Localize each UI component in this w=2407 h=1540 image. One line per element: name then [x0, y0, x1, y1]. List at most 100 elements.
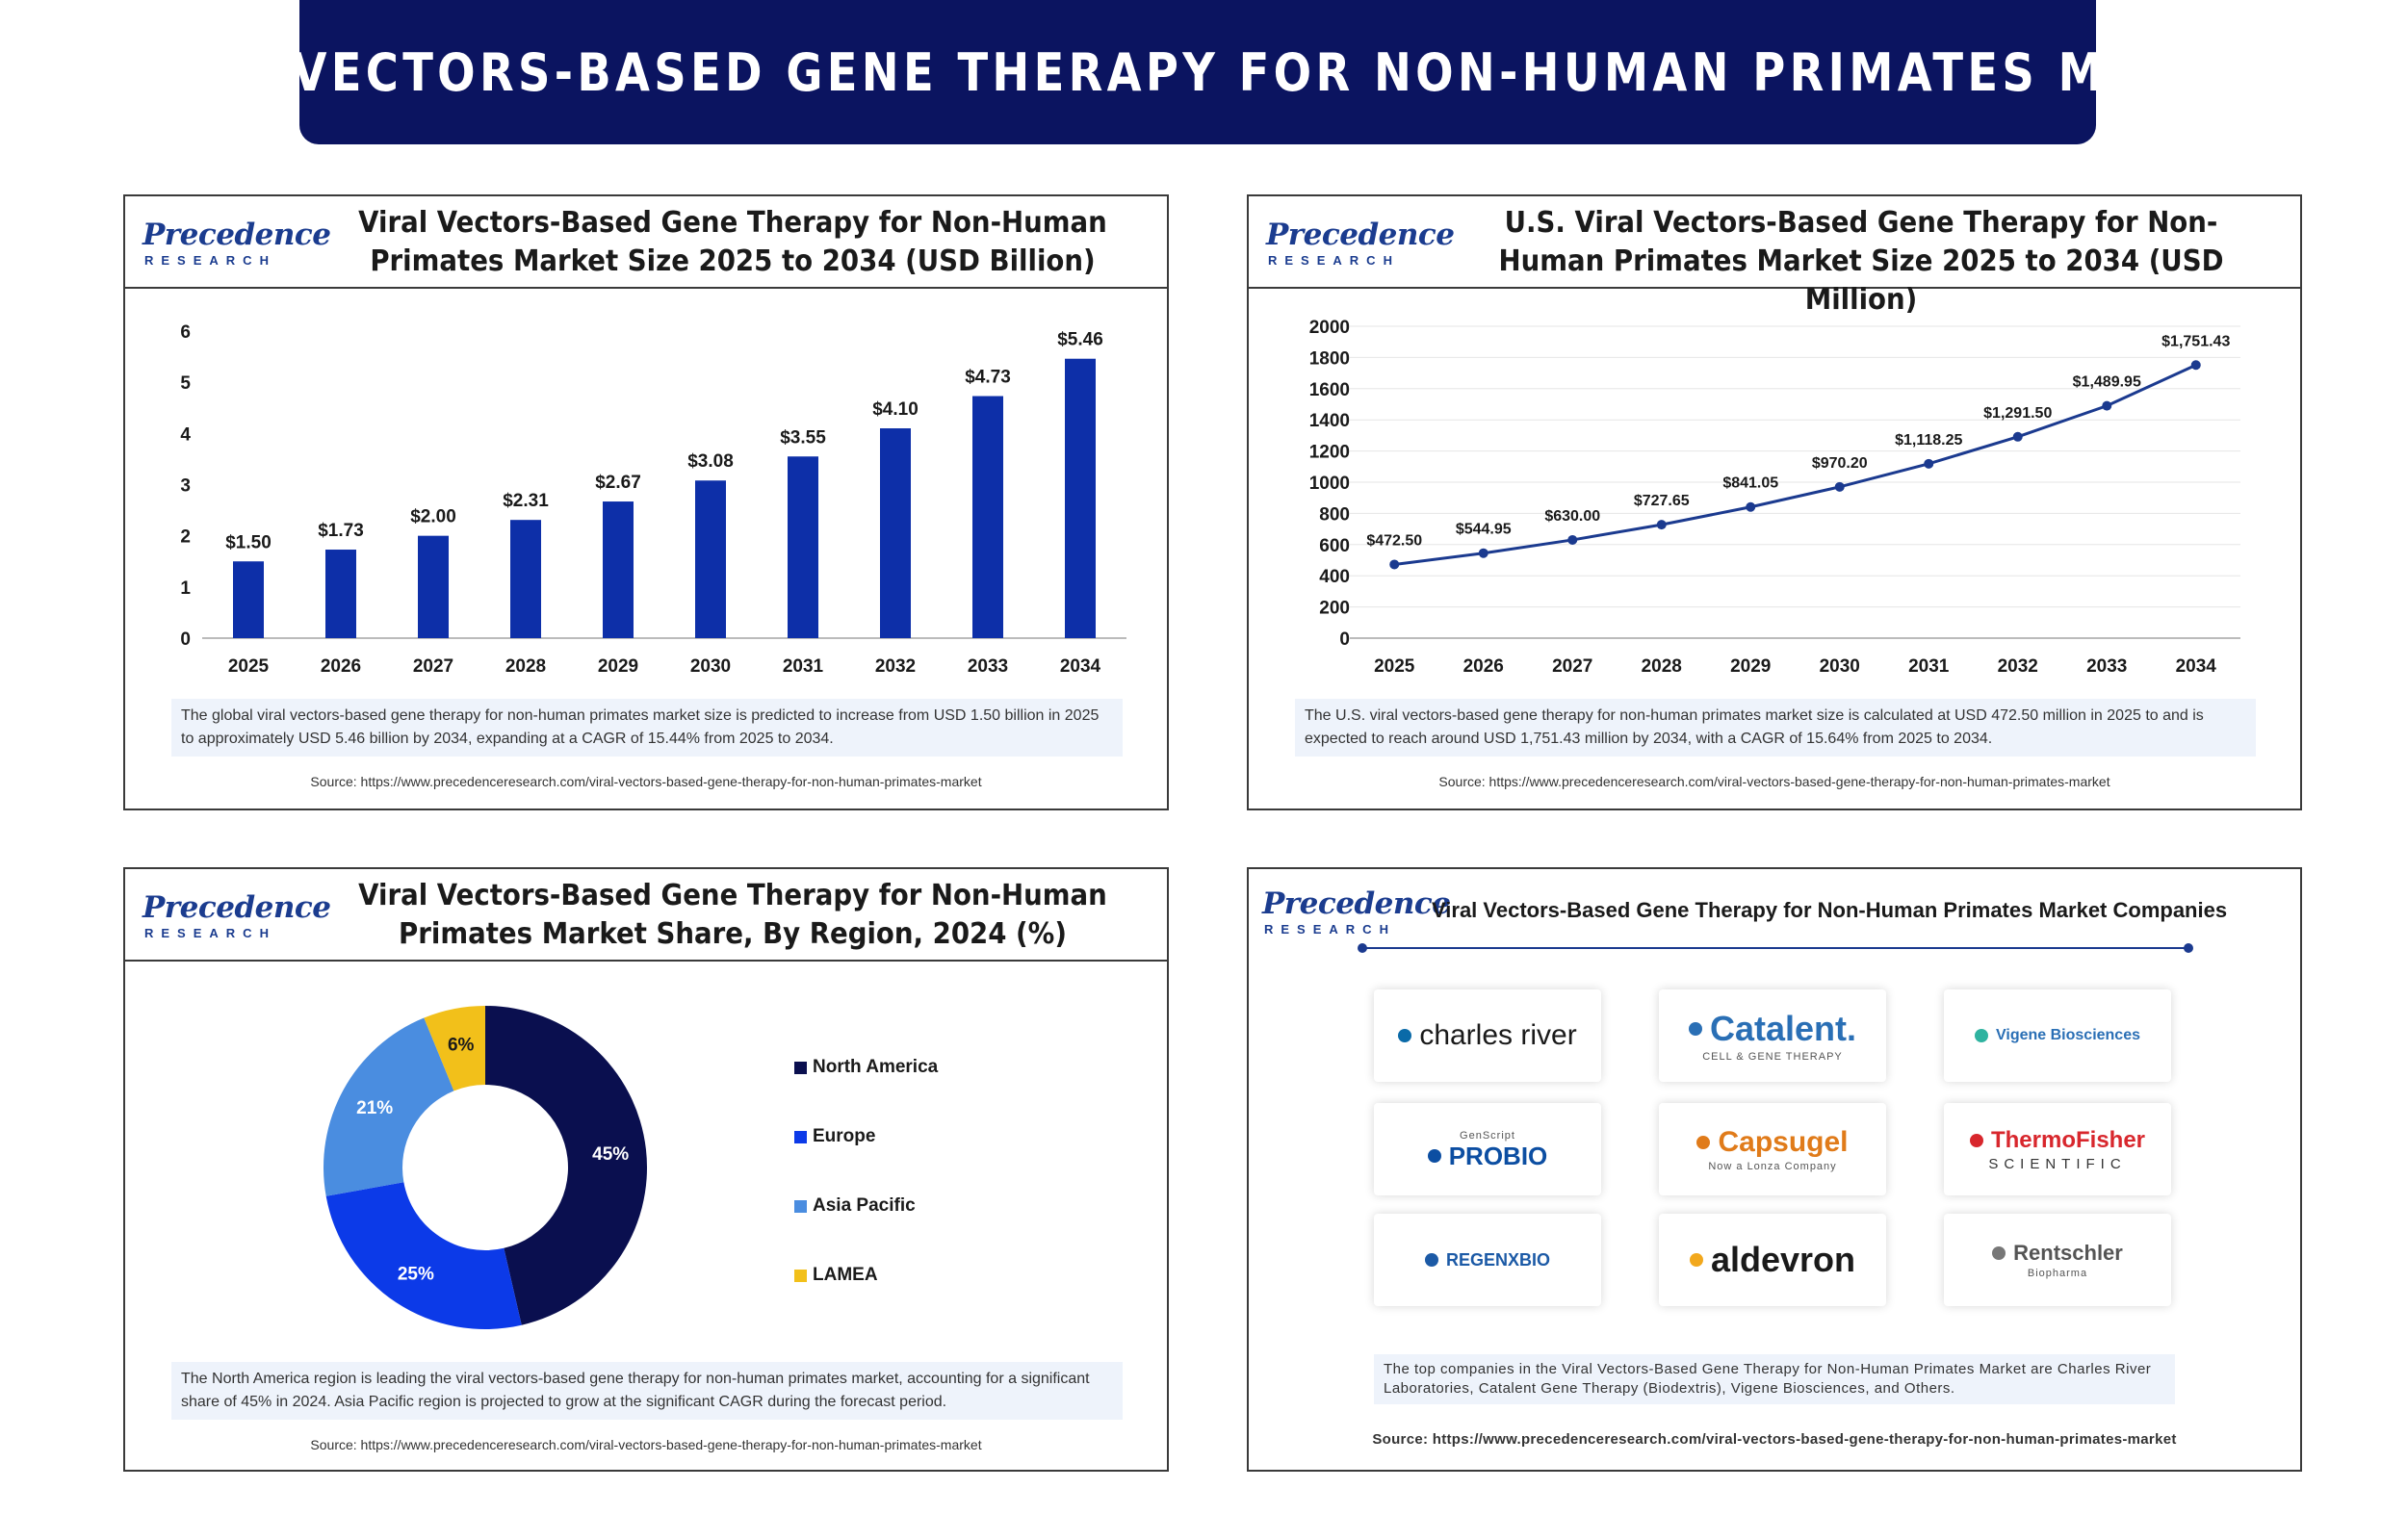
company-logo-card: Rentschler Biopharma — [1944, 1214, 2171, 1306]
bar-value-label: $3.08 — [687, 451, 734, 472]
bar — [233, 561, 264, 638]
bar-value-label: $1.50 — [225, 532, 272, 552]
y-tick-label: 1 — [180, 578, 191, 599]
panel-description: The global viral vectors-based gene ther… — [171, 699, 1123, 757]
panel-description: The North America region is leading the … — [171, 1362, 1123, 1420]
source-text: Source: https://www.precedenceresearch.c… — [310, 774, 982, 789]
donut-chart: 45% 25% 21% 6% — [324, 1006, 647, 1329]
x-tick-label: 2032 — [875, 656, 916, 677]
donut-slice — [485, 1006, 647, 1325]
x-tick-label: 2025 — [228, 656, 270, 677]
bar — [695, 480, 726, 638]
point-value-label: $1,751.43 — [2161, 333, 2230, 349]
y-tick-label: 200 — [1319, 599, 1350, 619]
data-point — [1656, 520, 1667, 530]
x-tick-label: 2028 — [1642, 656, 1682, 677]
legend-swatch — [794, 1061, 807, 1074]
panel-description: The top companies in the Viral Vectors-B… — [1374, 1354, 2175, 1404]
source-text: Source: https://www.precedenceresearch.c… — [1372, 1431, 2177, 1448]
legend-item: LAMEA — [794, 1241, 938, 1310]
y-tick-label: 800 — [1319, 504, 1350, 525]
point-value-label: $1,291.50 — [1983, 405, 2052, 422]
data-point — [1746, 501, 1756, 512]
y-tick-label: 5 — [180, 373, 191, 394]
company-subtitle: GenScript — [1460, 1129, 1515, 1142]
x-tick-label: 2031 — [783, 656, 824, 677]
us-market-size-panel: Precedence RESEARCH U.S. Viral Vectors-B… — [1247, 194, 2302, 810]
global-market-size-panel: Precedence RESEARCH Viral Vectors-Based … — [123, 194, 1169, 810]
y-tick-label: 6 — [180, 322, 191, 343]
x-tick-label: 2033 — [2086, 656, 2127, 677]
regional-share-panel: Precedence RESEARCH Viral Vectors-Based … — [123, 867, 1169, 1472]
legend-label: Asia Pacific — [813, 1195, 916, 1216]
company-logo-card: Catalent. CELL & GENE THERAPY — [1659, 989, 1886, 1082]
panel-header: Precedence RESEARCH Viral Vectors-Based … — [125, 196, 1167, 289]
x-tick-label: 2029 — [1730, 656, 1771, 677]
title-underline — [1362, 947, 2188, 949]
bar — [788, 456, 818, 638]
point-value-label: $841.05 — [1722, 475, 1778, 492]
company-name: charles river — [1419, 1019, 1577, 1051]
panel-header: Precedence RESEARCH Viral Vectors-Based … — [125, 869, 1167, 962]
y-tick-label: 4 — [180, 424, 191, 445]
bar — [880, 428, 911, 638]
companies-panel: Precedence RESEARCH Viral Vectors-Based … — [1247, 867, 2302, 1472]
legend-swatch — [794, 1199, 807, 1213]
data-point — [1567, 534, 1578, 545]
company-subtitle: SCIENTIFIC — [1988, 1155, 2127, 1172]
data-point — [1389, 559, 1400, 570]
donut-slice — [424, 1006, 485, 1091]
slice-value-label: 21% — [356, 1098, 393, 1118]
point-value-label: $1,489.95 — [2073, 374, 2141, 391]
slice-value-label: 45% — [592, 1144, 629, 1165]
line-chart: 0 200 400 600 800 1000 1200 1400 1600 1800 2000 $47… — [1309, 318, 2240, 677]
company-mark-icon — [1424, 1253, 1438, 1267]
company-name: Vigene Biosciences — [1996, 1027, 2140, 1043]
legend-item: Asia Pacific — [794, 1171, 938, 1241]
bar-value-label: $2.67 — [595, 473, 641, 493]
bar-value-label: $3.55 — [780, 427, 826, 448]
bar — [510, 520, 541, 638]
company-subtitle: CELL & GENE THERAPY — [1702, 1051, 1843, 1063]
company-mark-icon — [1969, 1133, 1983, 1147]
company-logo-card: REGENXBIO — [1374, 1214, 1601, 1306]
company-mark-icon — [1975, 1029, 1988, 1042]
x-tick-label: 2026 — [1463, 656, 1504, 677]
bar-value-label: $4.73 — [965, 368, 1011, 388]
y-tick-label: 2 — [180, 527, 191, 548]
company-mark-icon — [1398, 1029, 1412, 1042]
y-tick-label: 1000 — [1309, 474, 1350, 494]
data-point — [2012, 431, 2023, 442]
data-point — [1834, 481, 1845, 492]
slice-value-label: 25% — [398, 1264, 434, 1284]
bar-value-label: $5.46 — [1057, 330, 1103, 350]
legend-swatch — [794, 1130, 807, 1143]
x-tick-label: 2030 — [690, 656, 731, 677]
point-value-label: $472.50 — [1366, 532, 1422, 549]
company-mark-icon — [1992, 1246, 2006, 1260]
bar — [418, 535, 449, 638]
underline-dot-left — [1358, 943, 1367, 953]
x-tick-label: 2026 — [321, 656, 361, 677]
precedence-logo: Precedence RESEARCH — [1262, 886, 1451, 940]
bar-chart: 0 1 2 3 4 5 6 $1.50 2025 $1.73 2026 $2.00 2027 $2.31 2… — [180, 322, 1126, 677]
chart-legend: North America Europe Asia Pacific LAMEA — [794, 1033, 938, 1310]
x-tick-label: 2030 — [1820, 656, 1860, 677]
x-tick-label: 2034 — [1060, 656, 1101, 677]
company-subtitle: Now a Lonza Company — [1708, 1161, 1837, 1172]
company-name: ThermoFisher — [1990, 1126, 2146, 1153]
x-tick-label: 2027 — [413, 656, 453, 677]
page-banner: VIRAL VECTORS-BASED GENE THERAPY FOR NON… — [103, 0, 2289, 144]
legend-item: North America — [794, 1033, 938, 1102]
bar-value-label: $2.31 — [503, 491, 549, 511]
bar-value-label: $4.10 — [872, 399, 919, 420]
logo-subtext: RESEARCH — [144, 253, 276, 268]
company-name: Capsugel — [1718, 1126, 1849, 1158]
precedence-logo: Precedence RESEARCH — [142, 890, 331, 944]
panel-header: Precedence RESEARCH U.S. Viral Vectors-B… — [1249, 196, 2300, 317]
point-value-label: $727.65 — [1634, 493, 1690, 509]
x-tick-label: 2034 — [2176, 656, 2217, 677]
series-line — [1394, 363, 2197, 566]
donut-slice — [324, 1017, 454, 1196]
x-tick-label: 2032 — [1998, 656, 2038, 677]
